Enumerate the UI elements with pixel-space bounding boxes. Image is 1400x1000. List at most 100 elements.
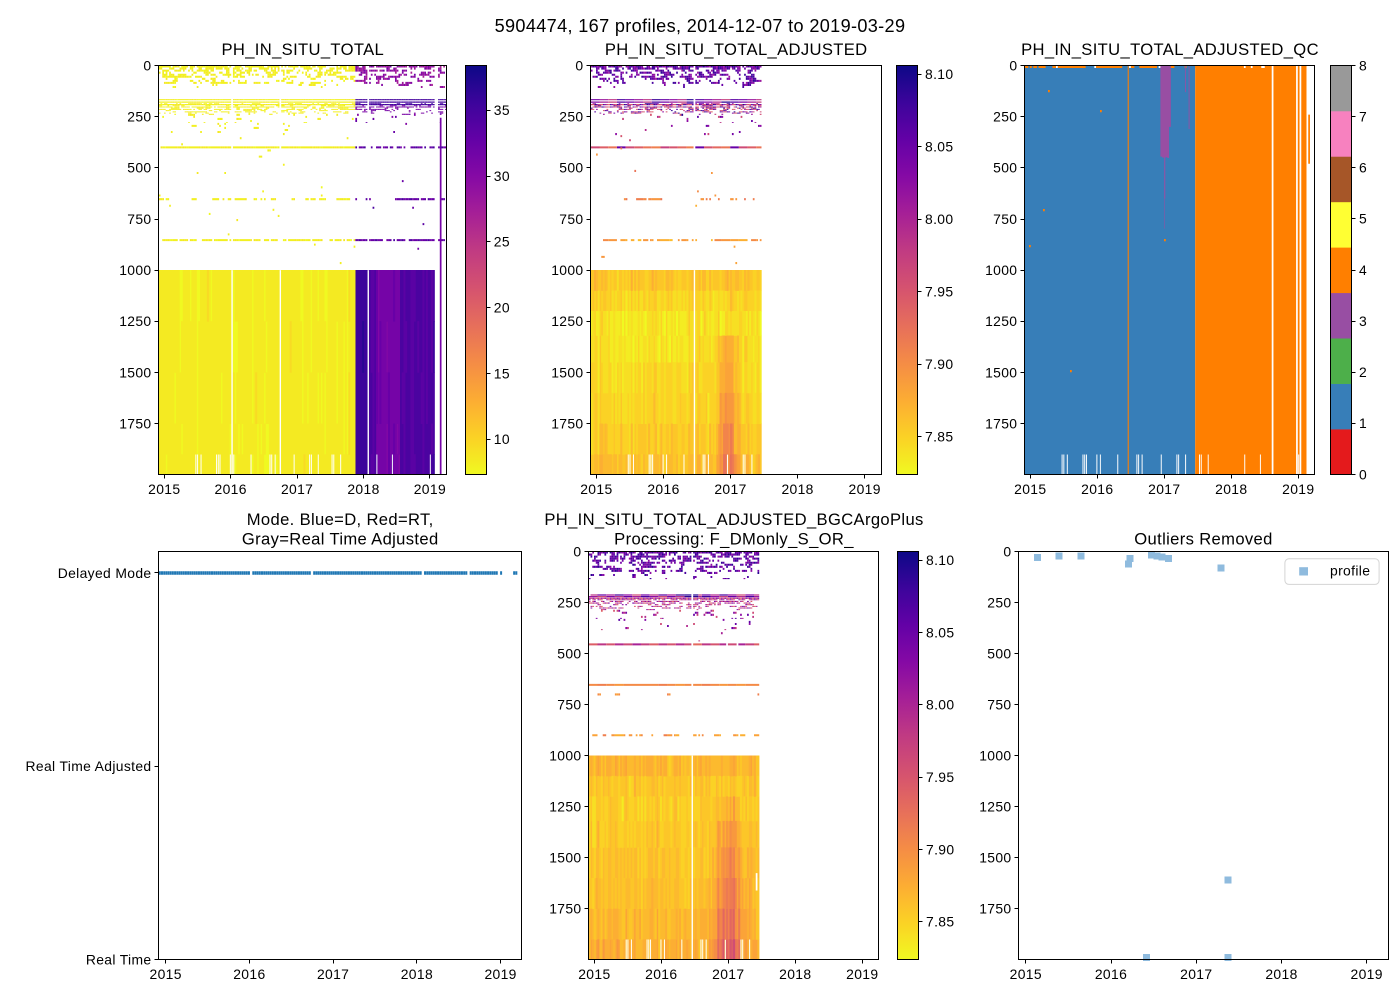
svg-text:2015: 2015 [148,481,180,497]
svg-text:2016: 2016 [215,481,247,497]
svg-text:2017: 2017 [1180,966,1212,982]
svg-text:2016: 2016 [1081,481,1113,497]
svg-text:30: 30 [494,168,510,184]
svg-text:250: 250 [557,594,581,610]
svg-text:2017: 2017 [1148,481,1180,497]
svg-text:2018: 2018 [1265,966,1297,982]
svg-text:10: 10 [494,431,510,447]
svg-text:2019: 2019 [484,966,516,982]
svg-text:2018: 2018 [1215,481,1247,497]
svg-text:7.85: 7.85 [925,429,953,445]
svg-text:8.05: 8.05 [926,624,954,640]
svg-text:750: 750 [557,697,581,713]
svg-text:1750: 1750 [985,416,1017,432]
svg-text:2015: 2015 [1010,966,1042,982]
svg-text:500: 500 [559,160,583,176]
svg-text:profile: profile [1330,563,1370,579]
svg-text:25: 25 [494,234,510,250]
svg-text:1250: 1250 [979,799,1011,815]
svg-text:2018: 2018 [401,966,433,982]
svg-text:1750: 1750 [549,901,581,917]
svg-text:0: 0 [575,57,583,73]
svg-text:1500: 1500 [985,364,1017,380]
svg-text:2019: 2019 [414,481,446,497]
svg-text:2017: 2017 [317,966,349,982]
svg-text:PH_IN_SITU_TOTAL_ADJUSTED_BGCA: PH_IN_SITU_TOTAL_ADJUSTED_BGCArgoPlus [544,510,923,529]
svg-text:250: 250 [993,109,1017,125]
svg-text:500: 500 [993,160,1017,176]
svg-text:2017: 2017 [714,481,746,497]
svg-text:500: 500 [557,645,581,661]
svg-text:5: 5 [1359,211,1367,227]
svg-text:750: 750 [127,211,151,227]
svg-text:8.00: 8.00 [926,697,954,713]
svg-text:1500: 1500 [119,364,151,380]
svg-text:1500: 1500 [549,850,581,866]
svg-text:2019: 2019 [1282,481,1314,497]
svg-text:7.95: 7.95 [925,284,953,300]
svg-text:2016: 2016 [645,966,677,982]
svg-text:3: 3 [1359,313,1367,329]
svg-text:2015: 2015 [578,966,610,982]
svg-text:2015: 2015 [150,966,182,982]
svg-text:7.90: 7.90 [926,841,954,857]
svg-text:1000: 1000 [979,748,1011,764]
svg-text:8.00: 8.00 [925,211,953,227]
svg-text:2019: 2019 [1351,966,1383,982]
svg-text:1000: 1000 [549,748,581,764]
svg-text:250: 250 [559,109,583,125]
svg-text:2015: 2015 [580,481,612,497]
svg-text:1750: 1750 [119,416,151,432]
svg-text:2018: 2018 [347,481,379,497]
svg-text:1: 1 [1359,415,1367,431]
svg-text:15: 15 [494,365,510,381]
svg-text:Processing: F_DMonly_S_OR_: Processing: F_DMonly_S_OR_ [614,530,854,549]
svg-text:500: 500 [127,160,151,176]
svg-text:5904474, 167 profiles, 2014-12: 5904474, 167 profiles, 2014-12-07 to 201… [495,16,906,36]
svg-text:1000: 1000 [551,262,583,278]
svg-text:1750: 1750 [551,416,583,432]
svg-text:0: 0 [573,543,581,559]
svg-text:750: 750 [993,211,1017,227]
svg-text:500: 500 [987,645,1011,661]
svg-text:8.10: 8.10 [925,66,953,82]
svg-text:250: 250 [127,109,151,125]
svg-text:2019: 2019 [846,966,878,982]
svg-text:2017: 2017 [281,481,313,497]
svg-text:1750: 1750 [979,901,1011,917]
svg-text:1000: 1000 [119,262,151,278]
svg-text:8.05: 8.05 [925,139,953,155]
svg-text:Gray=Real Time Adjusted: Gray=Real Time Adjusted [242,530,439,549]
svg-text:1250: 1250 [549,799,581,815]
svg-text:PH_IN_SITU_TOTAL_ADJUSTED_QC: PH_IN_SITU_TOTAL_ADJUSTED_QC [1021,40,1319,59]
svg-text:2016: 2016 [1095,966,1127,982]
svg-text:750: 750 [987,697,1011,713]
svg-text:1250: 1250 [551,313,583,329]
svg-text:1500: 1500 [979,850,1011,866]
svg-text:Delayed Mode: Delayed Mode [58,565,152,581]
svg-text:PH_IN_SITU_TOTAL_ADJUSTED: PH_IN_SITU_TOTAL_ADJUSTED [605,40,868,59]
svg-text:8.10: 8.10 [926,552,954,568]
svg-text:Outliers Removed: Outliers Removed [1134,530,1272,549]
svg-text:0: 0 [143,57,151,73]
svg-text:2016: 2016 [647,481,679,497]
svg-text:2: 2 [1359,364,1367,380]
svg-text:7.90: 7.90 [925,356,953,372]
svg-text:0: 0 [1003,543,1011,559]
svg-text:8: 8 [1359,57,1367,73]
svg-text:750: 750 [559,211,583,227]
svg-text:35: 35 [494,102,510,118]
svg-text:2016: 2016 [233,966,265,982]
svg-text:7: 7 [1359,108,1367,124]
svg-text:2015: 2015 [1014,481,1046,497]
svg-text:0: 0 [1359,466,1367,482]
svg-text:7.85: 7.85 [926,914,954,930]
svg-text:1000: 1000 [985,262,1017,278]
svg-text:Real Time: Real Time [86,951,152,967]
svg-text:2019: 2019 [849,481,881,497]
svg-text:Mode. Blue=D, Red=RT,: Mode. Blue=D, Red=RT, [247,510,434,529]
svg-text:Real Time Adjusted: Real Time Adjusted [26,758,152,774]
svg-text:7.95: 7.95 [926,769,954,785]
svg-text:2018: 2018 [779,966,811,982]
svg-text:2018: 2018 [781,481,813,497]
